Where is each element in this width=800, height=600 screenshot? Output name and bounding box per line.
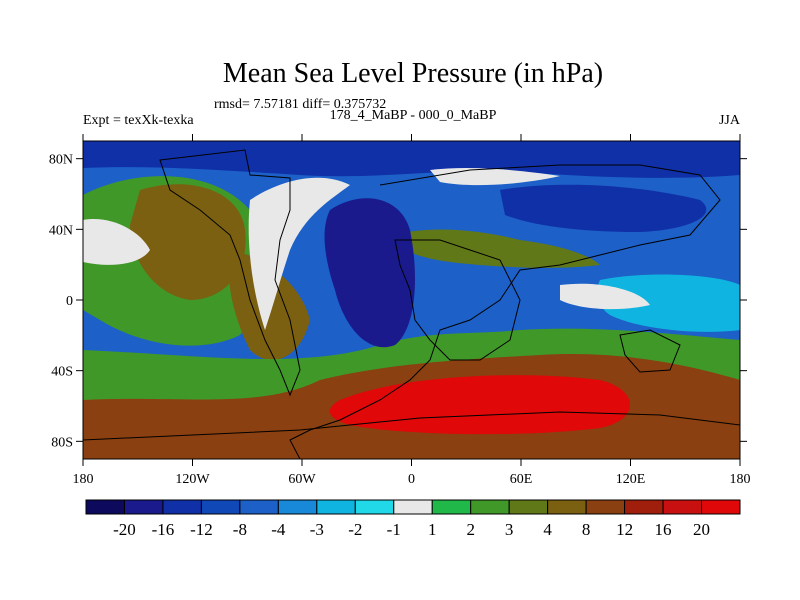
near-zero-band-pacific bbox=[83, 219, 150, 265]
colorbar-label: -16 bbox=[152, 520, 175, 539]
colorbar-swatch bbox=[470, 499, 510, 515]
x-tick-label: 60E bbox=[510, 472, 533, 487]
colorbar-label: 16 bbox=[655, 520, 672, 539]
colorbar-label: 20 bbox=[693, 520, 710, 539]
colorbar-label: -2 bbox=[348, 520, 362, 539]
colorbar-swatch bbox=[123, 499, 164, 515]
continent-outline-india bbox=[619, 329, 681, 373]
continent-outline-antarctica bbox=[83, 411, 740, 441]
x-tick-label: 120E bbox=[616, 472, 646, 487]
colorbar-swatch bbox=[431, 499, 472, 515]
colorbar-swatch bbox=[316, 499, 356, 515]
y-tick-label: 40S bbox=[51, 365, 73, 380]
colorbar-label: -3 bbox=[310, 520, 324, 539]
colorbar-label: 1 bbox=[428, 520, 437, 539]
colorbar-swatch bbox=[162, 499, 202, 515]
colorbar-swatch bbox=[354, 499, 395, 515]
comparison-label: 178_4_MaBP - 000_0_MaBP bbox=[330, 108, 497, 123]
pressure-field-map bbox=[83, 141, 740, 459]
colorbar-swatch bbox=[662, 499, 703, 515]
y-tick-label: 40N bbox=[49, 223, 73, 238]
colorbar-swatch bbox=[508, 499, 549, 515]
x-axis: 180 120W 60W 0 60E 120E 180 bbox=[73, 134, 751, 487]
colorbar-label: -12 bbox=[190, 520, 213, 539]
colorbar-label: -20 bbox=[113, 520, 136, 539]
y-tick-label: 80S bbox=[51, 435, 73, 450]
colorbar-swatch bbox=[701, 499, 741, 515]
y-tick-label: 0 bbox=[66, 294, 73, 309]
colorbar-label: 12 bbox=[616, 520, 633, 539]
continent-outline-africa bbox=[394, 239, 521, 361]
north-pacific-high-mid bbox=[130, 184, 246, 300]
colorbar-swatch bbox=[200, 499, 241, 515]
near-zero-band-arctic bbox=[430, 167, 560, 186]
continent-outline-gondwana bbox=[289, 164, 721, 459]
near-zero-band-atlantic bbox=[248, 177, 350, 330]
colorbar-swatch bbox=[624, 499, 664, 515]
arctic-low bbox=[83, 141, 740, 178]
colorbar-label: 8 bbox=[582, 520, 591, 539]
tropical-pacific-low bbox=[597, 274, 740, 332]
colorbar-label: -8 bbox=[233, 520, 247, 539]
colorbar-label: 4 bbox=[543, 520, 552, 539]
colorbar-swatch bbox=[585, 499, 626, 515]
colorbar-label: -1 bbox=[387, 520, 401, 539]
stats-label: rmsd= 7.57181 diff= 0.375732 bbox=[214, 97, 386, 112]
x-tick-label: 0 bbox=[408, 472, 415, 487]
y-tick-label: 80N bbox=[49, 153, 73, 168]
colorbar-swatch bbox=[239, 499, 279, 515]
asia-low bbox=[500, 184, 707, 232]
chart-title: Mean Sea Level Pressure (in hPa) bbox=[223, 58, 603, 89]
colorbar-swatch bbox=[85, 499, 125, 515]
colorbar-swatch bbox=[277, 499, 318, 515]
near-zero-band-indian bbox=[560, 283, 650, 310]
season-label: JJA bbox=[719, 113, 741, 128]
x-tick-label: 60W bbox=[288, 472, 316, 487]
y-axis: 80N 40N 0 40S 80S bbox=[49, 153, 747, 450]
continent-outline-laurasia bbox=[159, 149, 301, 397]
experiment-label: Expt = texXk-texka bbox=[83, 113, 194, 128]
colorbar-swatch bbox=[393, 499, 433, 515]
x-tick-label: 120W bbox=[175, 472, 210, 487]
x-tick-label: 180 bbox=[73, 472, 94, 487]
tethys-ridge bbox=[395, 229, 600, 268]
colorbar-label: 2 bbox=[466, 520, 475, 539]
x-tick-label: 180 bbox=[730, 472, 751, 487]
colorbar-legend: -20 -16 -12 -8 -4 -3 -2 -1 1 2 3 4 8 12 16 20 bbox=[85, 499, 741, 539]
colorbar-swatch bbox=[547, 499, 587, 515]
colorbar-label: -4 bbox=[271, 520, 286, 539]
central-atlantic-low bbox=[324, 198, 415, 348]
colorbar-label: 3 bbox=[505, 520, 514, 539]
